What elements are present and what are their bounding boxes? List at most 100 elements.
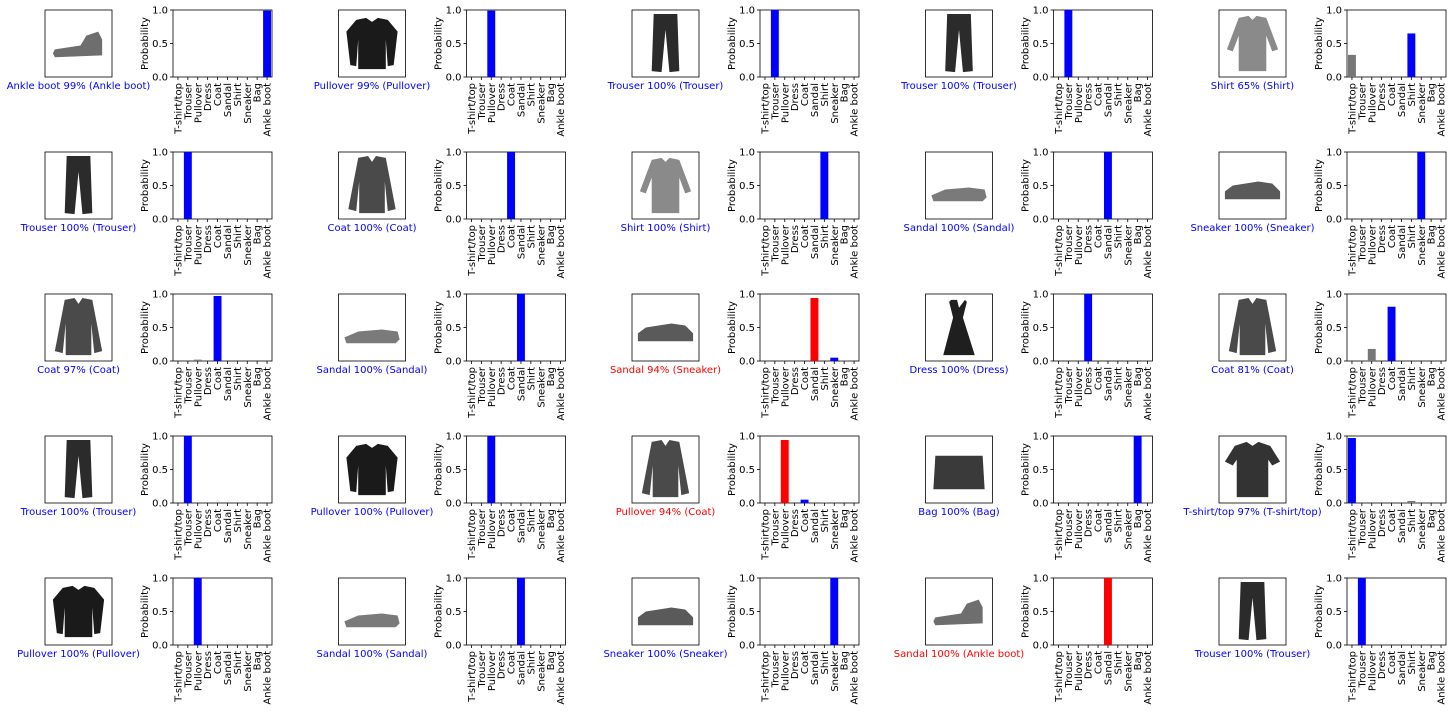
x-tick-label: T-shirt/top: [760, 367, 771, 419]
y-tick-label: 1.0: [152, 574, 168, 585]
x-tick-label: Pullover: [193, 508, 204, 549]
bar: [193, 359, 202, 361]
pullover-icon: [52, 585, 105, 638]
y-tick-label: 0.0: [739, 73, 755, 84]
x-tick-label: Dress: [203, 651, 214, 679]
sneaker-icon: [637, 323, 694, 342]
plot-frame: [1053, 151, 1153, 220]
y-axis-label: Probability: [1021, 585, 1032, 638]
x-tick-label: Sandal: [223, 83, 234, 117]
panel: Sneaker 100% (Sneaker) 0.0 0.5 1.0Probabili…: [603, 574, 860, 705]
plot-frame: [1346, 9, 1447, 78]
panel: Trouser 100% (Trouser) 0.0 0.5 1.0Probabili…: [900, 6, 1154, 137]
x-tick-label: Coat: [1387, 225, 1398, 248]
x-tick-label: Pullover: [193, 366, 204, 407]
x-tick-label: Ankle boot: [263, 367, 274, 421]
thumbnail-frame: [338, 577, 406, 646]
panel: Pullover 99% (Pullover) 0.0 0.5 1.0Probabil…: [314, 6, 567, 137]
x-tick-label: Ankle boot: [263, 651, 274, 705]
coat-icon: [54, 297, 103, 356]
coat-icon: [641, 439, 690, 498]
x-tick-label: Sneaker: [1417, 82, 1428, 124]
x-tick-label: Sandal: [810, 367, 821, 401]
x-tick-label: Ankle boot: [263, 509, 274, 563]
plot-frame: [759, 435, 860, 504]
x-tick-label: Ankle boot: [556, 225, 567, 279]
y-tick-label: 0.0: [739, 357, 755, 368]
bar: [1407, 33, 1416, 77]
thumbnail-image: [44, 293, 113, 362]
y-tick-label: 1.0: [1326, 148, 1342, 159]
x-tick-label: Sneaker: [243, 82, 254, 124]
x-tick-label: Sandal: [1397, 509, 1408, 543]
x-tick-label: Sneaker: [830, 650, 841, 692]
x-tick-label: Bag: [840, 225, 851, 244]
x-tick-label: Shirt: [233, 509, 244, 533]
x-tick-label: Shirt: [1113, 651, 1124, 675]
x-tick-label: Sandal: [810, 509, 821, 543]
prediction-caption: Trouser 100% (Trouser): [20, 223, 137, 234]
plot-frame: [759, 151, 860, 220]
y-tick-label: 0.0: [446, 215, 462, 226]
x-tick-label: Ankle boot: [1143, 509, 1154, 563]
x-tick-label: Dress: [1084, 651, 1095, 679]
prediction-caption: Ankle boot 99% (Ankle boot): [7, 81, 151, 92]
y-axis-label: Probability: [434, 585, 445, 638]
x-tick-label: Coat: [507, 651, 518, 674]
sandal-icon: [344, 329, 400, 344]
bar: [516, 294, 525, 361]
x-tick-label: Sneaker: [1417, 366, 1428, 408]
x-tick-label: Shirt: [820, 367, 831, 391]
y-axis-label: Probability: [727, 159, 738, 212]
x-tick-label: Pullover: [193, 82, 204, 123]
y-tick-label: 0.5: [739, 607, 755, 618]
x-tick-label: Ankle boot: [850, 83, 861, 137]
x-tick-label: Trouser: [477, 508, 488, 546]
x-tick-label: Sneaker: [536, 508, 547, 550]
y-tick-label: 0.5: [1033, 181, 1049, 192]
y-axis-label: Probability: [140, 17, 151, 70]
prediction-caption: Pullover 99% (Pullover): [314, 81, 431, 92]
y-tick-label: 1.0: [739, 148, 755, 159]
y-tick-label: 0.0: [446, 499, 462, 510]
x-tick-label: Shirt: [820, 509, 831, 533]
thumbnail-image: [338, 435, 406, 504]
x-tick-label: Coat: [507, 367, 518, 390]
bar: [263, 10, 272, 78]
x-tick-label: Coat: [1094, 651, 1105, 674]
x-tick-label: Trouser: [1064, 224, 1075, 262]
x-tick-label: Bag: [1133, 651, 1144, 670]
bar: [1084, 294, 1093, 361]
x-tick-label: Bag: [840, 367, 851, 386]
thumbnail-frame: [338, 293, 406, 362]
trouser-icon: [945, 13, 973, 73]
y-tick-label: 0.0: [1326, 215, 1342, 226]
x-tick-label: Sandal: [516, 651, 527, 685]
y-tick-label: 1.0: [1326, 290, 1342, 301]
y-axis-label: Probability: [727, 301, 738, 354]
x-tick-label: Dress: [1377, 367, 1388, 395]
y-tick-label: 0.0: [152, 357, 168, 368]
x-tick-label: Ankle boot: [556, 83, 567, 137]
x-tick-label: T-shirt/top: [173, 651, 184, 703]
x-tick-label: Ankle boot: [556, 509, 567, 563]
bar: [1347, 438, 1356, 503]
y-tick-label: 0.5: [1326, 607, 1342, 618]
sneaker-icon: [1224, 181, 1281, 200]
y-tick-label: 1.0: [739, 6, 755, 17]
prediction-caption: Sandal 100% (Sandal): [317, 365, 428, 376]
x-tick-label: T-shirt/top: [760, 651, 771, 703]
y-tick-label: 0.0: [1033, 73, 1049, 84]
x-tick-label: Pullover: [1074, 508, 1085, 549]
thumbnail-image: [1218, 293, 1287, 362]
x-tick-label: Trouser: [183, 650, 194, 688]
